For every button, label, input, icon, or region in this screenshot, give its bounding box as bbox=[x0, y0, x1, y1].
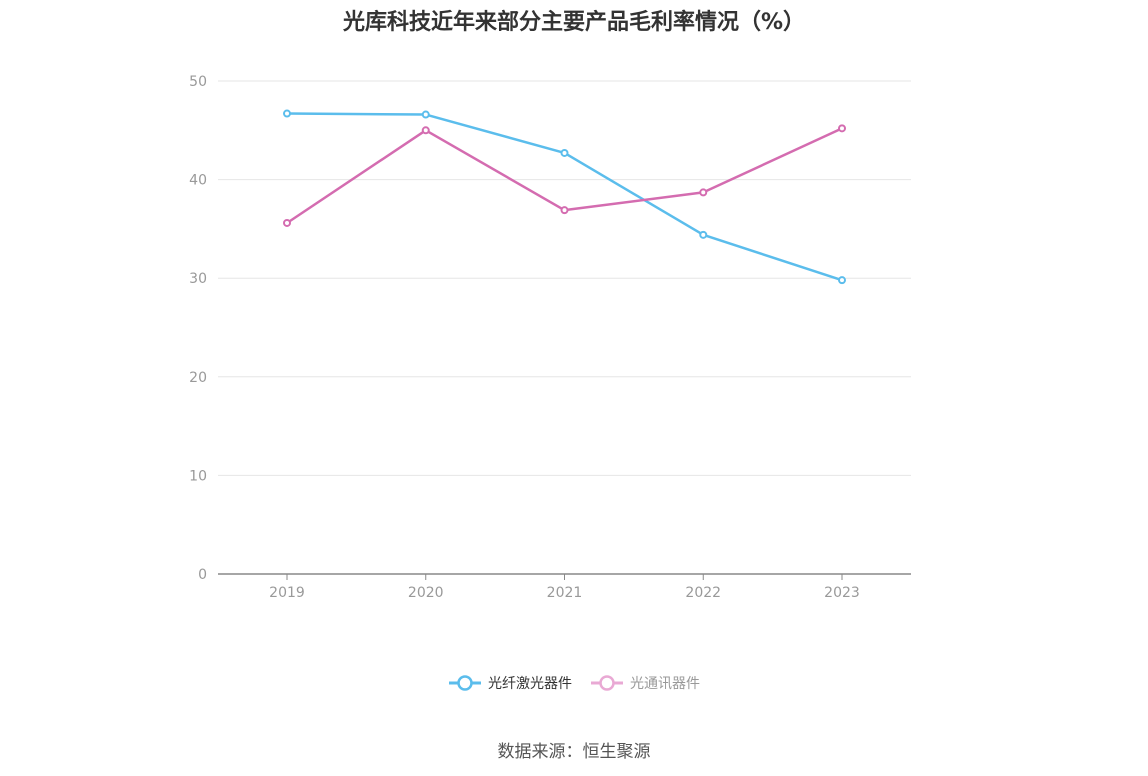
data-point-series-1-2023 bbox=[838, 276, 846, 285]
legend-item-series-2[interactable]: 光通讯器件 bbox=[590, 673, 700, 693]
data-source: 数据来源：恒生聚源 bbox=[497, 742, 651, 762]
x-tick-label-2020: 2020 bbox=[408, 585, 444, 601]
data-point-series-2-2020 bbox=[421, 126, 430, 135]
data-point-series-2-2022 bbox=[699, 188, 708, 197]
y-tick-label-40: 40 bbox=[189, 173, 207, 189]
series-layer bbox=[283, 109, 846, 285]
x-tick-label-2019: 2019 bbox=[269, 585, 305, 601]
grid-lines bbox=[218, 80, 911, 476]
data-point-series-1-2020 bbox=[421, 110, 430, 119]
data-point-series-2-2019 bbox=[283, 218, 291, 227]
data-point-series-2-2023 bbox=[838, 124, 846, 133]
x-tick-label-2021: 2021 bbox=[547, 585, 583, 601]
legend-label-series-2: 光通讯器件 bbox=[630, 676, 700, 692]
data-point-series-1-2019 bbox=[283, 109, 291, 118]
x-tick-label-2022: 2022 bbox=[685, 585, 721, 601]
y-tick-label-50: 50 bbox=[189, 74, 207, 90]
x-tick-label-2023: 2023 bbox=[824, 585, 860, 601]
line-chart: 0 10 20 30 40 50 2019 2020 2021 2022 2023 bbox=[189, 74, 911, 601]
legend: 光纤激光器件 光通讯器件 bbox=[0, 673, 1148, 693]
x-axis: 2019 2020 2021 2022 2023 bbox=[218, 573, 911, 601]
data-point-series-2-2021 bbox=[560, 206, 569, 215]
chart-title: 光库科技近年来部分主要产品毛利率情况（%） bbox=[342, 10, 806, 35]
legend-marker-series-1-icon bbox=[449, 675, 481, 691]
data-point-series-1-2021 bbox=[560, 148, 569, 157]
y-axis-ticks: 0 10 20 30 40 50 bbox=[189, 74, 207, 583]
y-tick-label-0: 0 bbox=[198, 567, 207, 583]
series-line-1 bbox=[286, 112, 843, 282]
y-tick-label-30: 30 bbox=[189, 271, 207, 287]
y-tick-label-10: 10 bbox=[189, 468, 207, 484]
data-point-series-1-2022 bbox=[699, 230, 708, 239]
legend-item-series-1[interactable]: 光纤激光器件 bbox=[448, 673, 572, 693]
y-tick-label-20: 20 bbox=[189, 370, 207, 386]
legend-label-series-1: 光纤激光器件 bbox=[488, 676, 572, 692]
legend-marker-series-2-icon bbox=[591, 675, 623, 691]
